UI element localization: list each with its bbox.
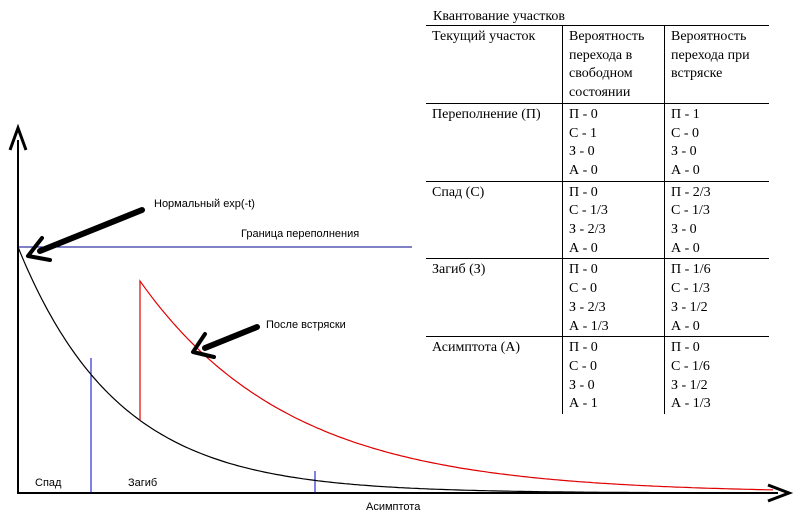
table-header-row: Текущий участок Вероятность перехода в с…: [426, 25, 769, 104]
probability-value: С - 0: [671, 125, 699, 141]
probability-value: А - 1/3: [569, 318, 609, 334]
probability-value: С - 1: [569, 125, 597, 141]
probability-value: П - 0: [569, 106, 598, 122]
after-shake-label: После встряски: [266, 319, 346, 331]
section-name-cell: Переполнение (П): [426, 103, 563, 182]
shake-probability-cell: П - 2/3 С - 1/3 З - 0 А - 0: [664, 181, 769, 260]
probability-value: А - 0: [569, 240, 598, 256]
table-row: Загиб (З) П - 0 С - 0 З - 2/3 А - 1/3 П - 1/6…: [426, 258, 769, 338]
probability-value: П - 0: [671, 340, 700, 356]
y-axis-arrowhead: [8, 123, 28, 151]
probability-value: С - 1/6: [671, 358, 710, 374]
section-name-cell: Асимптота (А): [426, 336, 563, 415]
table-title: Квантование участков: [433, 9, 566, 24]
probability-value: С - 1/3: [671, 203, 710, 219]
probability-value: З - 2/3: [569, 299, 606, 315]
probability-value: С - 0: [569, 358, 597, 374]
quantization-table: Текущий участок Вероятность перехода в с…: [426, 25, 769, 415]
header-shake-probability: Вероятность перехода при встряске: [664, 25, 769, 104]
overflow-boundary-label: Граница переполнения: [241, 228, 359, 240]
probability-value: З - 0: [569, 144, 595, 160]
probability-value: А - 1: [569, 396, 598, 412]
probability-value: С - 1/3: [671, 281, 710, 297]
probability-value: А - 0: [671, 318, 700, 334]
decline-label: Спад: [35, 477, 62, 489]
probability-value: П - 0: [569, 262, 598, 278]
free-probability-cell: П - 0 С - 0 З - 2/3 А - 1/3: [562, 258, 665, 338]
probability-value: З - 0: [569, 377, 595, 393]
x-axis-arrowhead: [767, 483, 794, 503]
after-shake-curve: [139, 279, 774, 491]
header-free-probability: Вероятность перехода в свободном состоян…: [562, 25, 665, 104]
probability-value: П - 1/6: [671, 262, 711, 278]
probability-value: А - 0: [671, 240, 700, 256]
after-shake-pointer-arrow: [191, 324, 260, 359]
table-row: Асимптота (А) П - 0 С - 0 З - 0 А - 1 П - 0 С …: [426, 336, 769, 415]
bend-label: Загиб: [128, 477, 157, 489]
quantization-table-block: Квантование участков Текущий участок Вер…: [426, 8, 769, 415]
table-row: Спад (С) П - 0 С - 1/3 З - 2/3 А - 0 П - 2/3 С…: [426, 181, 769, 260]
probability-value: А - 0: [569, 162, 598, 178]
probability-value: П - 0: [569, 184, 598, 200]
shake-probability-cell: П - 1/6 С - 1/3 З - 1/2 А - 0: [664, 258, 769, 338]
probability-value: З - 1/2: [671, 299, 708, 315]
free-probability-cell: П - 0 С - 1/3 З - 2/3 А - 0: [562, 181, 665, 260]
probability-value: А - 1/3: [671, 396, 711, 412]
normal-exp-label: Нормальный exp(-t): [154, 198, 255, 210]
probability-value: З - 2/3: [569, 222, 606, 238]
free-probability-cell: П - 0 С - 1 З - 0 А - 0: [562, 103, 665, 182]
section-name-cell: Загиб (З): [426, 258, 563, 338]
header-current-section: Текущий участок: [426, 25, 563, 104]
normal-exp-curve: [17, 246, 774, 494]
probability-value: П - 1: [671, 106, 700, 122]
probability-value: П - 2/3: [671, 184, 711, 200]
probability-value: З - 1/2: [671, 377, 708, 393]
probability-value: З - 0: [671, 144, 697, 160]
probability-value: С - 0: [569, 281, 597, 297]
normal-exp-pointer-arrow: [26, 207, 145, 262]
section-name-cell: Спад (С): [426, 181, 563, 260]
probability-value: П - 0: [569, 340, 598, 356]
probability-value: С - 1/3: [569, 203, 608, 219]
free-probability-cell: П - 0 С - 0 З - 0 А - 1: [562, 336, 665, 415]
shake-probability-cell: П - 1 С - 0 З - 0 А - 0: [664, 103, 769, 182]
asymptote-label: Асимптота: [366, 501, 421, 513]
probability-value: А - 0: [671, 162, 700, 178]
probability-value: З - 0: [671, 222, 697, 238]
shake-probability-cell: П - 0 С - 1/6 З - 1/2 А - 1/3: [664, 336, 769, 415]
